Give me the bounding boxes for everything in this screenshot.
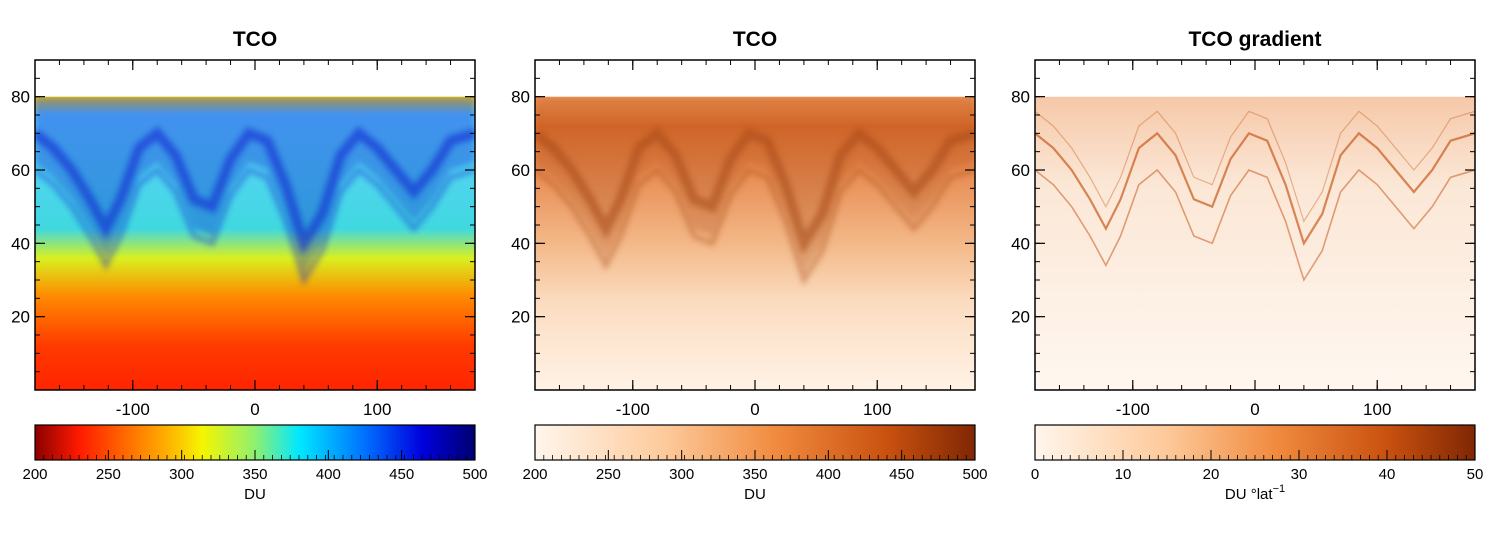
field-image (35, 96, 475, 391)
colorbar-tick-label: 0 (1031, 466, 1039, 483)
colorbar: 200 250 300 350 400 450 500 DU (522, 424, 988, 503)
colorbar-tick-label: 450 (389, 466, 414, 483)
panel-title: TCO (733, 28, 777, 51)
colorbar-tick-label: 20 (1203, 466, 1220, 483)
x-tick-label: 0 (750, 400, 759, 419)
y-tick-label: 80 (1011, 88, 1030, 107)
colorbar-tick-label: 250 (96, 466, 121, 483)
x-tick-label: 0 (1250, 400, 1259, 419)
y-tick-label: 60 (11, 161, 30, 180)
colorbar-label: DU (244, 486, 266, 503)
colorbar-tick-label: 40 (1379, 466, 1396, 483)
panel-title: TCO (233, 28, 277, 51)
colorbar-tick-label: 300 (169, 466, 194, 483)
y-tick-label: 60 (1011, 161, 1030, 180)
colorbar-label: DU (744, 486, 766, 503)
colorbar-tick-label: 300 (669, 466, 694, 483)
y-tick-label: 20 (511, 308, 530, 327)
colorbar-tick-label: 30 (1291, 466, 1308, 483)
x-tick-label: 100 (363, 400, 391, 419)
x-tick-label: -100 (1116, 400, 1150, 419)
colorbar-fill (1035, 425, 1475, 460)
x-tick-label: 0 (250, 400, 259, 419)
colorbar-tick-label: 450 (889, 466, 914, 483)
y-tick-label: 40 (1011, 234, 1030, 253)
colorbar-tick-label: 200 (22, 466, 47, 483)
field-image (1035, 96, 1475, 391)
x-tick-label: 100 (863, 400, 891, 419)
x-tick-label: -100 (116, 400, 150, 419)
y-tick-label: 20 (1011, 308, 1030, 327)
colorbar-tick-label: 10 (1115, 466, 1132, 483)
colorbar-tick-label: 250 (596, 466, 621, 483)
colorbar-tick-label: 400 (816, 466, 841, 483)
x-tick-label: -100 (616, 400, 650, 419)
colorbar-tick-label: 350 (242, 466, 267, 483)
colorbar-label-exponent: −1 (1273, 483, 1286, 495)
colorbar: 200 250 300 350 400 450 500 DU (22, 424, 488, 503)
panel-3: TCO gradient -100 0 100 20 40 60 80 0 10 20 30 40 50 D… (1011, 28, 1483, 503)
y-tick-label: 40 (511, 234, 530, 253)
panel-1: TCO -100 0 100 20 40 60 80 200 250 300 350 400 450 500… (11, 28, 487, 503)
panel-title: TCO gradient (1188, 28, 1321, 51)
field-image (535, 96, 975, 391)
colorbar-tick-label: 350 (742, 466, 767, 483)
x-tick-label: 100 (1363, 400, 1391, 419)
colorbar: 0 10 20 30 40 50 DU °lat−1 (1031, 424, 1484, 503)
colorbar-tick-label: 500 (462, 466, 487, 483)
y-tick-label: 80 (511, 88, 530, 107)
colorbar-tick-label: 50 (1467, 466, 1484, 483)
colorbar-label: DU °lat−1 (1225, 483, 1285, 503)
colorbar-tick-label: 200 (522, 466, 547, 483)
colorbar-tick-label: 400 (316, 466, 341, 483)
y-tick-label: 80 (11, 88, 30, 107)
panel-2: TCO -100 0 100 20 40 60 80 200 250 300 350 400 450 500… (511, 28, 987, 503)
colorbar-tick-label: 500 (962, 466, 987, 483)
y-tick-label: 20 (11, 308, 30, 327)
y-tick-label: 60 (511, 161, 530, 180)
y-tick-label: 40 (11, 234, 30, 253)
